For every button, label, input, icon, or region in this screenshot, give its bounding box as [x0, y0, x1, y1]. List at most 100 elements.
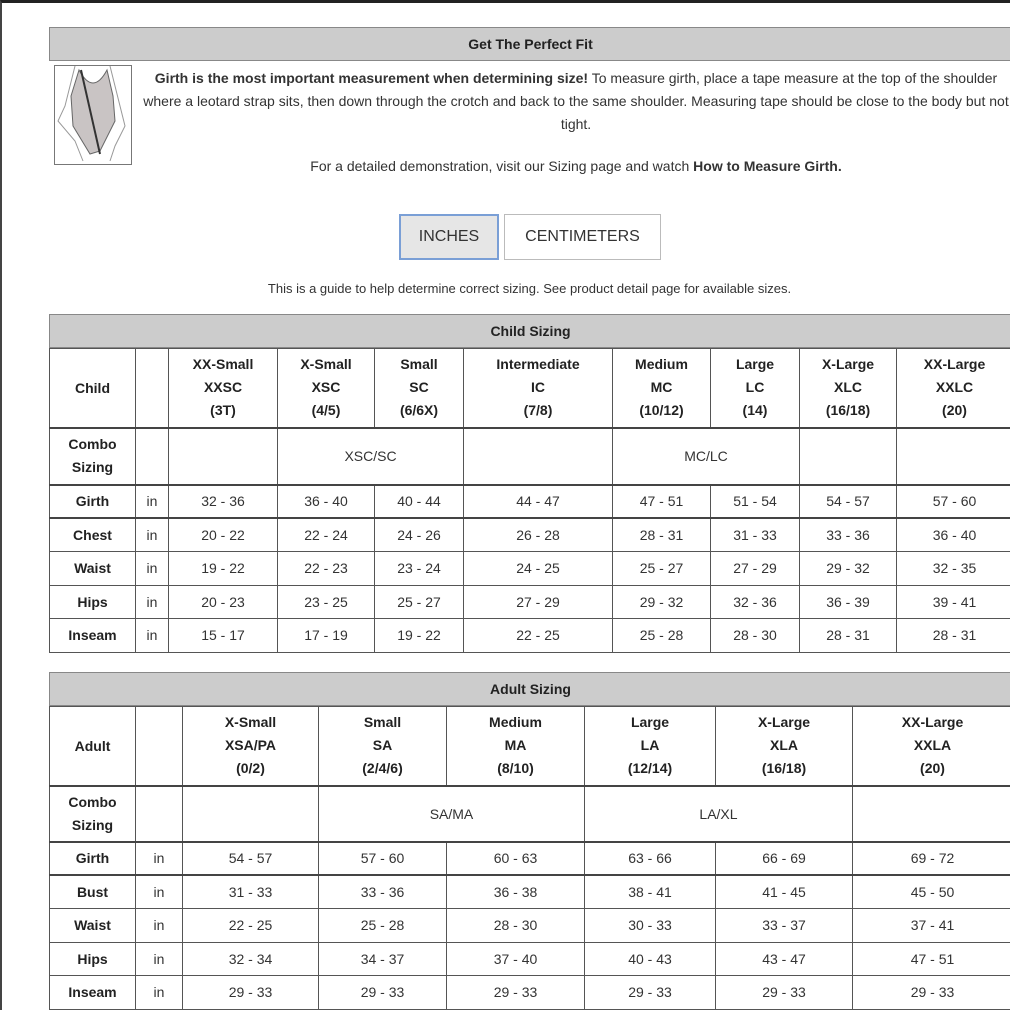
table-cell: 15 - 17 — [168, 618, 278, 653]
size-header: X-Small XSA/PA (0/2) — [182, 706, 319, 786]
table-cell: 37 - 41 — [852, 908, 1010, 943]
table-cell: 28 - 30 — [446, 908, 585, 943]
table-cell — [135, 426, 169, 485]
table-row: Chest in 20 - 22 22 - 24 24 - 26 26 - 28 28 - … — [49, 517, 1010, 552]
row-label: Chest — [49, 517, 136, 552]
table-cell: 57 - 60 — [318, 840, 447, 876]
table-cell: 23 - 25 — [277, 584, 375, 619]
table-cell — [852, 784, 1010, 842]
table-cell: SA/MA — [318, 784, 585, 842]
size-header-line: X-Small — [300, 356, 352, 373]
table-cell: 33 - 36 — [318, 874, 447, 909]
table-cell — [135, 784, 183, 842]
table-cell — [168, 426, 278, 485]
table-cell: 22 - 24 — [277, 517, 375, 552]
intro-rest: To measure girth, place a tape measure a… — [143, 70, 1009, 132]
size-header: Medium MA (8/10) — [446, 706, 585, 786]
row-label: Waist — [49, 908, 136, 943]
table-cell: 29 - 33 — [852, 975, 1010, 1010]
table-cell: 17 - 19 — [277, 618, 375, 653]
size-header: Small SC (6/6X) — [374, 348, 464, 428]
size-header-line: SC — [409, 379, 429, 396]
table-cell: 37 - 40 — [446, 941, 585, 976]
size-header-line: (3T) — [210, 402, 236, 419]
table-cell: 66 - 69 — [715, 840, 853, 876]
table-cell: 24 - 26 — [374, 517, 464, 552]
table-cell: 31 - 33 — [710, 517, 800, 552]
table-cell: 36 - 38 — [446, 874, 585, 909]
table-cell: 23 - 24 — [374, 551, 464, 586]
centimeters-button[interactable]: CENTIMETERS — [504, 214, 661, 260]
row-label: Inseam — [49, 975, 136, 1010]
table-row: Inseam in 29 - 33 29 - 33 29 - 33 29 - 33 29 -… — [49, 975, 1010, 1010]
size-header-line: Small — [363, 714, 402, 731]
table-cell — [135, 348, 169, 428]
size-header: XX-Large XXLC (20) — [896, 348, 1010, 428]
table-cell: in — [135, 908, 183, 943]
table-cell: 29 - 33 — [446, 975, 585, 1010]
table-cell: 25 - 28 — [318, 908, 447, 943]
row-label: Combo Sizing — [49, 784, 136, 842]
table-cell: XSC/SC — [277, 426, 464, 485]
table-row: Girth in 54 - 57 57 - 60 60 - 63 63 - 66 66 - … — [49, 840, 1010, 876]
adult-sizing-table: Adult X-Small XSA/PA (0/2) Small SA (2/4/6) Med… — [49, 706, 1010, 1010]
table-cell: 32 - 36 — [168, 483, 278, 519]
size-header-line: XLC — [834, 379, 862, 396]
table-cell — [896, 426, 1010, 485]
size-header-line: IC — [531, 379, 545, 396]
size-header: X-Large XLC (16/18) — [799, 348, 897, 428]
table-cell: 24 - 25 — [463, 551, 613, 586]
table-cell: 33 - 36 — [799, 517, 897, 552]
inches-button[interactable]: INCHES — [399, 214, 499, 260]
table-cell: 63 - 66 — [584, 840, 716, 876]
demo-prefix: For a detailed demonstration, visit our … — [310, 158, 694, 174]
size-header: X-Small XSC (4/5) — [277, 348, 375, 428]
table-cell: in — [135, 840, 183, 876]
size-header-line: MC — [650, 379, 673, 396]
size-header: Small SA (2/4/6) — [318, 706, 447, 786]
table-cell: 22 - 25 — [463, 618, 613, 653]
row-label: Inseam — [49, 618, 136, 653]
size-header-line: XX-Large — [923, 356, 986, 373]
table-cell: 38 - 41 — [584, 874, 716, 909]
table-cell: in — [135, 517, 169, 552]
table-cell: 30 - 33 — [584, 908, 716, 943]
table-cell: 43 - 47 — [715, 941, 853, 976]
intro-bold: Girth is the most important measurement … — [154, 70, 589, 86]
table-cell: 60 - 63 — [446, 840, 585, 876]
table-cell: in — [135, 618, 169, 653]
size-header-line: (7/8) — [523, 402, 553, 419]
table-cell: 29 - 33 — [715, 975, 853, 1010]
table-cell: 32 - 35 — [896, 551, 1010, 586]
size-header-line: MA — [504, 737, 527, 754]
size-header-row: Adult X-Small XSA/PA (0/2) Small SA (2/4/6) Med… — [49, 706, 1010, 786]
size-header: Intermediate IC (7/8) — [463, 348, 613, 428]
table-cell: 34 - 37 — [318, 941, 447, 976]
size-header-line: (6/6X) — [399, 402, 439, 419]
row-label: Girth — [49, 840, 136, 876]
fit-title: Get The Perfect Fit — [49, 27, 1010, 61]
size-header-line: Large — [630, 714, 670, 731]
size-header-line: LA — [640, 737, 660, 754]
table-cell: 32 - 36 — [710, 584, 800, 619]
how-to-measure-girth-link[interactable]: How to Measure Girth. — [693, 158, 842, 174]
table-cell: 36 - 40 — [896, 517, 1010, 552]
size-header-line: (0/2) — [236, 760, 265, 777]
table-cell: 29 - 33 — [182, 975, 319, 1010]
table-cell: 47 - 51 — [612, 483, 711, 519]
table-cell: 40 - 44 — [374, 483, 464, 519]
adult-sizing-title: Adult Sizing — [49, 672, 1010, 706]
table-row: Waist in 22 - 25 25 - 28 28 - 30 30 - 33 33 - … — [49, 908, 1010, 943]
table-row: Inseam in 15 - 17 17 - 19 19 - 22 22 - 25 25 -… — [49, 618, 1010, 653]
table-row: Hips in 20 - 23 23 - 25 25 - 27 27 - 29 29 - 3… — [49, 584, 1010, 619]
sizing-guide-note: This is a guide to help determine correc… — [267, 281, 792, 296]
table-cell: 25 - 27 — [374, 584, 464, 619]
leotard-measure-illustration — [54, 65, 132, 165]
size-header-line: XX-Small — [192, 356, 254, 373]
size-header-line: (10/12) — [639, 402, 684, 419]
table-cell: 19 - 22 — [374, 618, 464, 653]
table-cell: 54 - 57 — [799, 483, 897, 519]
size-header-line: Medium — [635, 356, 688, 373]
table-cell: 28 - 31 — [896, 618, 1010, 653]
size-header-line: (14) — [742, 402, 768, 419]
